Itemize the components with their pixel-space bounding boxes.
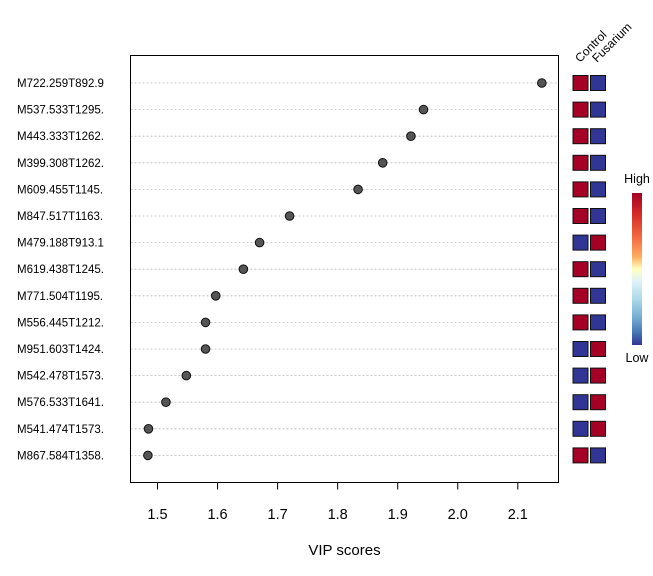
vip-point [143, 424, 154, 434]
heat-cell-fusarium [590, 208, 606, 224]
feature-label: M537.533T1295. [17, 105, 104, 117]
color-scale-bar [632, 193, 642, 345]
vip-point [200, 344, 211, 354]
vip-point [284, 211, 295, 221]
x-tick-label: 1.6 [207, 507, 227, 523]
x-tick-label: 1.7 [268, 507, 288, 523]
feature-label: M479.188T913.1 [17, 238, 104, 250]
heat-cell-control [572, 128, 589, 145]
heat-cell-fusarium [590, 181, 606, 198]
feature-label: M399.308T1262. [17, 158, 104, 170]
heat-cell-control [572, 181, 589, 198]
heat-cell-control [572, 341, 589, 357]
vip-point [181, 370, 192, 381]
heat-cell-control [572, 234, 589, 251]
vip-point [238, 264, 249, 275]
color-scale-high-label: High [624, 172, 650, 186]
feature-label: M951.603T1424. [17, 344, 104, 356]
feature-labels: M722.259T892.9 M537.533T1295. M443.333T126… [17, 78, 104, 462]
heat-cell-fusarium [590, 234, 606, 251]
heat-cell-control [572, 261, 589, 278]
vip-point [254, 237, 265, 248]
heat-cell-fusarium [590, 420, 606, 437]
feature-label: M576.533T1641. [17, 397, 104, 409]
vip-point [143, 450, 153, 461]
heat-cell-fusarium [590, 287, 606, 304]
heat-cell-fusarium [590, 101, 606, 118]
heat-cell-fusarium [590, 394, 606, 411]
heat-cell-fusarium [590, 367, 606, 384]
group-heatmap [572, 75, 606, 464]
feature-label: M847.517T1163. [17, 211, 103, 223]
x-tick-label: 2.0 [448, 507, 468, 523]
heat-cell-control [572, 314, 589, 331]
heat-cell-fusarium [590, 75, 606, 91]
x-tick-label: 1.8 [328, 507, 348, 523]
gridlines [130, 82, 559, 456]
vip-point [353, 184, 363, 195]
heat-cell-fusarium [590, 341, 606, 357]
vip-points [143, 78, 547, 461]
vip-point [200, 317, 211, 328]
feature-label: M771.504T1195. [17, 291, 103, 303]
vip-point [537, 78, 547, 88]
heat-cell-control [572, 394, 589, 411]
x-tick-label: 2.1 [508, 507, 528, 523]
heat-cell-fusarium [590, 261, 606, 278]
heat-cell-control [572, 208, 589, 224]
heat-cell-control [572, 367, 589, 384]
vip-point [418, 104, 429, 115]
heat-cell-control [572, 154, 589, 171]
heat-cell-control [572, 420, 589, 437]
heat-cell-fusarium [590, 314, 606, 331]
x-tick-label: 1.5 [147, 507, 167, 523]
feature-label: M722.259T892.9 [17, 78, 104, 90]
heat-cell-control [572, 75, 589, 91]
feature-label: M867.584T1358. [17, 450, 104, 462]
heat-cell-control [572, 447, 589, 464]
feature-label: M619.438T1245. [17, 264, 104, 276]
heat-cell-fusarium [590, 154, 606, 171]
x-tick-label: 1.9 [388, 507, 408, 523]
vip-point [161, 397, 171, 408]
feature-label: M443.333T1262. [17, 131, 104, 143]
heat-cell-control [572, 287, 589, 304]
heat-cell-control [572, 101, 589, 118]
feature-label: M542.478T1573. [17, 371, 104, 383]
color-scale-low-label: Low [626, 351, 650, 365]
vip-point [406, 131, 416, 141]
heat-cell-fusarium [590, 447, 606, 464]
feature-label: M556.445T1212. [17, 317, 104, 329]
x-axis: 1.5 1.6 1.7 1.8 1.9 2.0 2.1 [147, 482, 528, 523]
x-axis-title: VIP scores [308, 542, 380, 559]
vip-point [377, 158, 388, 168]
heat-cell-fusarium [590, 128, 606, 145]
feature-label: M609.455T1145. [17, 184, 103, 196]
feature-label: M541.474T1573. [17, 424, 104, 436]
vip-point [210, 291, 221, 301]
